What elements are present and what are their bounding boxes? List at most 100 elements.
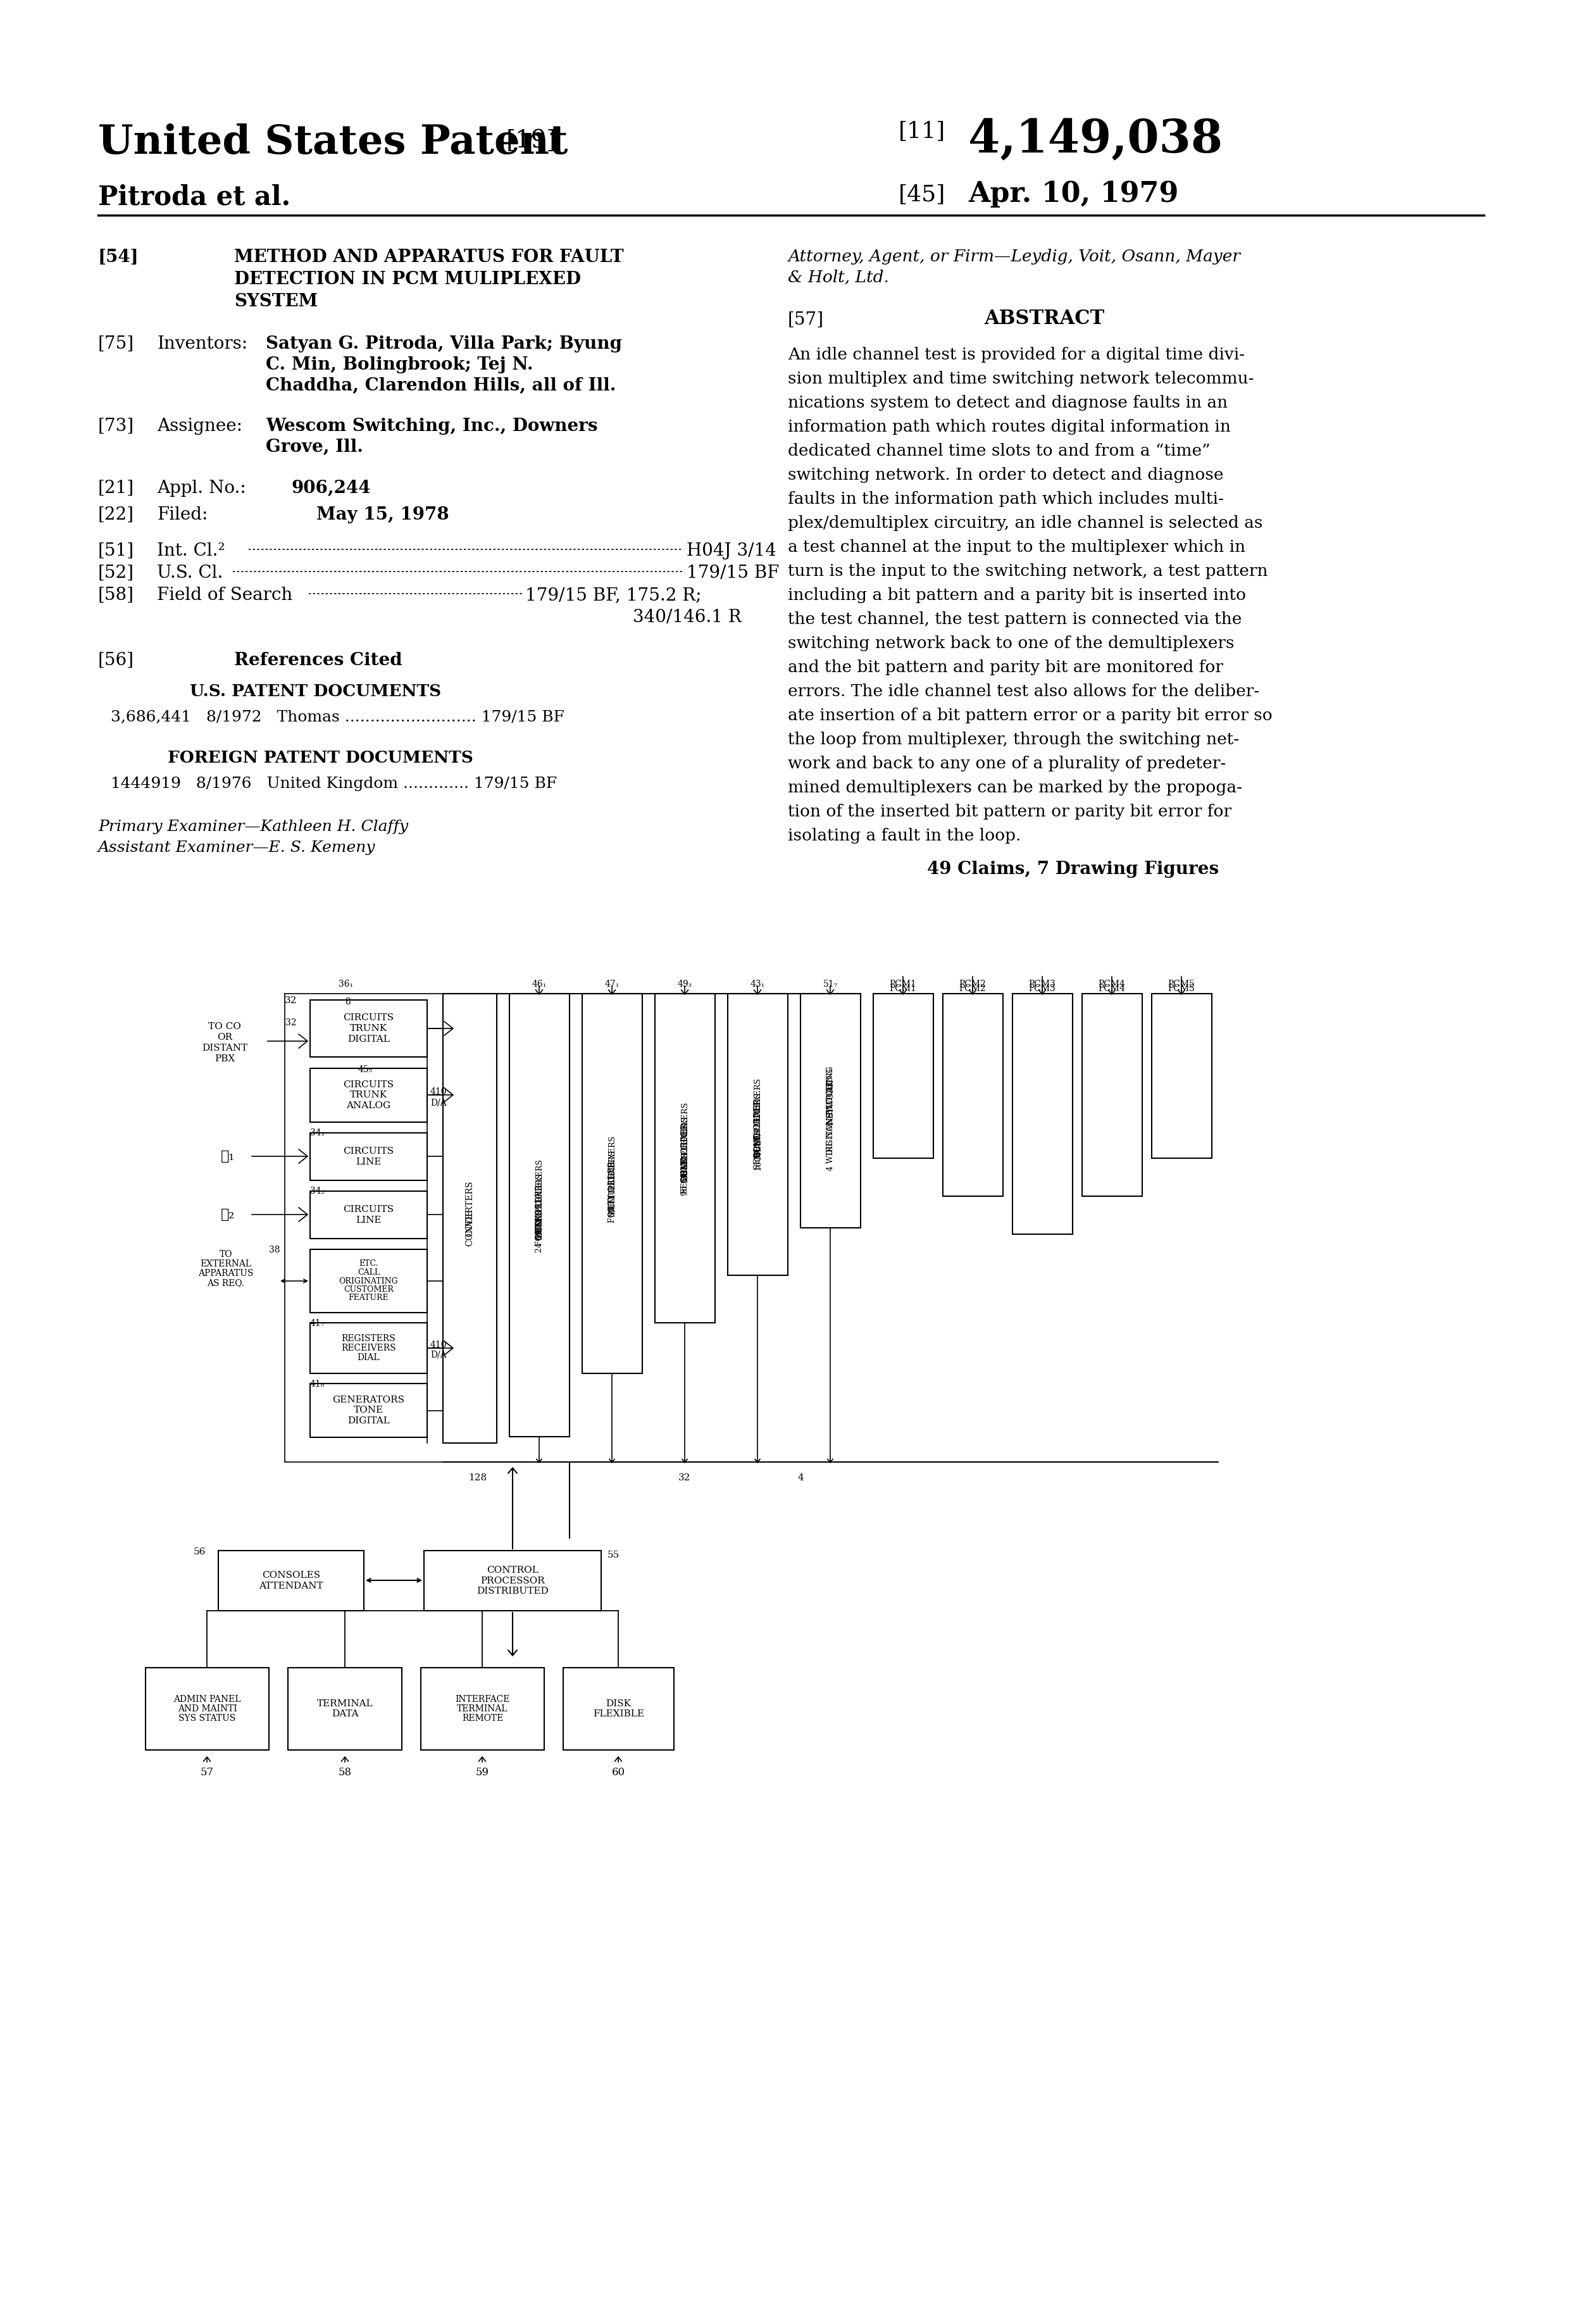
Text: 96 CHAN.: 96 CHAN. [680,1155,690,1195]
Bar [1082,995,1142,1197]
Text: 51₇: 51₇ [823,981,837,988]
Bar [310,1069,427,1122]
Text: Attorney, Agent, or Firm—Leydig, Voit, Osann, Mayer: Attorney, Agent, or Firm—Leydig, Voit, O… [788,249,1240,265]
Text: mined demultiplexers can be marked by the propoga-: mined demultiplexers can be marked by th… [788,781,1242,795]
Text: 410: 410 [430,1341,448,1350]
Text: TRUNK: TRUNK [350,1025,388,1032]
Text: FOREIGN PATENT DOCUMENTS: FOREIGN PATENT DOCUMENTS [168,751,473,767]
Text: METHOD AND APPARATUS FOR FAULT: METHOD AND APPARATUS FOR FAULT [234,249,623,265]
Text: PCM1: PCM1 [889,981,916,988]
Text: Inventors:: Inventors: [157,335,247,353]
Text: DIGITAL SWITCHING: DIGITAL SWITCHING [826,1067,835,1155]
Text: Assignee:: Assignee: [157,418,242,435]
Text: CALL: CALL [358,1269,380,1276]
Text: PCM4: PCM4 [1098,981,1125,988]
Text: LINE: LINE [356,1215,381,1225]
Text: APPARATUS: APPARATUS [198,1269,253,1278]
Text: switching network back to one of the demultiplexers: switching network back to one of the dem… [788,634,1234,651]
Text: FLEXIBLE: FLEXIBLE [593,1710,644,1717]
Text: TONE: TONE [354,1406,383,1415]
Text: 32: 32 [679,1473,691,1483]
Text: 49₃: 49₃ [677,981,691,988]
Text: CONSOLES: CONSOLES [263,1571,320,1580]
Text: 55: 55 [607,1550,620,1559]
Text: 34₂: 34₂ [310,1188,324,1195]
Text: 32: 32 [285,997,297,1004]
Text: Assistant Examiner—E. S. Kemeny: Assistant Examiner—E. S. Kemeny [98,841,375,855]
Text: including a bit pattern and a parity bit is inserted into: including a bit pattern and a parity bit… [788,588,1247,604]
Bar [421,1669,544,1750]
Text: OR: OR [217,1032,233,1041]
Text: and the bit pattern and parity bit are monitored for: and the bit pattern and parity bit are m… [788,660,1223,676]
Text: [45]: [45] [899,184,946,205]
Text: BUSES: BUSES [753,1129,763,1157]
Text: the loop from multiplexer, through the switching net-: the loop from multiplexer, through the s… [788,732,1239,748]
Text: 340/146.1 R: 340/146.1 R [633,609,742,625]
Text: RECEIVERS: RECEIVERS [342,1343,396,1353]
Text: CUSTOMER: CUSTOMER [343,1285,394,1294]
Text: United States Patent: United States Patent [98,123,568,163]
Text: nications system to detect and diagnose faults in an: nications system to detect and diagnose … [788,395,1228,411]
Text: TERMINAL: TERMINAL [316,1699,373,1708]
Text: ☎₁: ☎₁ [221,1150,234,1164]
Text: switching network. In order to detect and diagnose: switching network. In order to detect an… [788,467,1223,483]
Text: H04J 3/14: H04J 3/14 [687,541,777,560]
Text: 46₁: 46₁ [532,981,546,988]
Text: Satyan G. Pitroda, Villa Park; Byung: Satyan G. Pitroda, Villa Park; Byung [266,335,622,353]
Bar [943,995,1003,1197]
Text: [21]: [21] [98,479,134,497]
Text: SECOND ORDER: SECOND ORDER [680,1122,690,1195]
Text: 43₁: 43₁ [750,981,764,988]
Text: Grove, Ill.: Grove, Ill. [266,439,364,456]
Text: May 15, 1978: May 15, 1978 [316,507,449,523]
Text: Chaddha, Clarendon Hills, all of Ill.: Chaddha, Clarendon Hills, all of Ill. [266,376,615,395]
Text: [73]: [73] [98,418,134,435]
Text: PROCESSOR: PROCESSOR [481,1576,544,1585]
Text: work and back to any one of a plurality of predeter-: work and back to any one of a plurality … [788,755,1226,772]
Text: Primary Examiner—Kathleen H. Claffy: Primary Examiner—Kathleen H. Claffy [98,820,408,834]
Text: ADMIN PANEL: ADMIN PANEL [174,1694,240,1703]
Text: DEMULTIPLEXERS: DEMULTIPLEXERS [535,1157,544,1239]
Text: errors. The idle channel test also allows for the deliber-: errors. The idle channel test also allow… [788,683,1259,700]
Text: [54]: [54] [98,249,139,265]
Text: PCM5: PCM5 [1168,983,1194,992]
Text: AS REQ.: AS REQ. [207,1278,245,1287]
Text: 179/15 BF: 179/15 BF [687,565,780,581]
Text: DIGITAL: DIGITAL [348,1415,389,1425]
Text: [56]: [56] [98,653,134,669]
Text: REMOTE: REMOTE [462,1713,503,1722]
Text: 4,149,038: 4,149,038 [968,116,1223,163]
Text: Appl. No.:: Appl. No.: [157,479,247,497]
Bar [310,1192,427,1239]
Text: TERMINAL: TERMINAL [457,1703,508,1713]
Text: D/A: D/A [430,1350,446,1360]
Text: DISTANT: DISTANT [202,1043,247,1053]
Text: 128: 128 [468,1473,487,1483]
Text: 179/15 BF, 175.2 R;: 179/15 BF, 175.2 R; [525,586,701,604]
Bar [310,1383,427,1436]
Text: MULTIPLEXERS: MULTIPLEXERS [753,1092,763,1160]
Text: TRUNK: TRUNK [350,1090,388,1099]
Text: Filed:: Filed: [157,507,207,523]
Bar [288,1669,402,1750]
Text: ☎₂: ☎₂ [221,1208,234,1222]
Text: 34₁: 34₁ [310,1129,324,1136]
Text: DISTRIBUTED: DISTRIBUTED [476,1587,549,1597]
Text: AND MAINTI: AND MAINTI [177,1703,237,1713]
Text: PCM3: PCM3 [1028,983,1055,992]
Text: 38: 38 [269,1246,280,1255]
Text: U.S. PATENT DOCUMENTS: U.S. PATENT DOCUMENTS [190,683,441,700]
Text: FORTY ORDER: FORTY ORDER [607,1162,617,1222]
Text: CIRCUITS: CIRCUITS [343,1148,394,1155]
Text: a test channel at the input to the multiplexer which in: a test channel at the input to the multi… [788,539,1245,555]
Text: CIRCUITS: CIRCUITS [343,1081,394,1090]
Text: 59: 59 [476,1766,489,1778]
Text: PCM4: PCM4 [1098,983,1125,992]
Text: 56: 56 [193,1548,206,1557]
Text: plex/demultiplex circuitry, an idle channel is selected as: plex/demultiplex circuitry, an idle chan… [788,516,1262,530]
Text: 49 Claims, 7 Drawing Figures: 49 Claims, 7 Drawing Figures [927,860,1218,878]
Text: 58: 58 [339,1766,351,1778]
Text: ANALOG: ANALOG [346,1102,391,1111]
Text: MULTIPLEXERS: MULTIPLEXERS [607,1150,617,1218]
Text: MULTIPLEXERS: MULTIPLEXERS [680,1116,690,1183]
